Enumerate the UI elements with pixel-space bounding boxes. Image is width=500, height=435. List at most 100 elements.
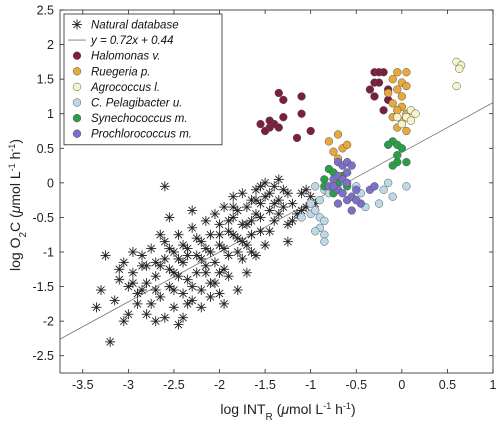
data-point-c-pelagibacter-u [379,185,388,194]
data-point-natural-database [287,215,298,226]
data-point-agrococcus-l [393,113,402,122]
data-point-natural-database [205,229,216,240]
y-tick-label: 2.5 [37,4,54,18]
data-point-natural-database [200,260,211,271]
data-point-natural-database [214,267,225,278]
data-point-natural-database [182,298,193,309]
data-point-ruegeria-p [393,85,402,94]
data-point-natural-database [150,285,161,296]
data-point-natural-database [214,229,225,240]
legend-marker-natural-database [72,19,82,30]
data-point-natural-database [187,205,198,216]
data-point-natural-database [191,267,202,278]
data-point-natural-database [241,202,252,213]
data-point-natural-database [255,181,266,192]
data-point-natural-database [282,236,293,247]
data-point-natural-database [141,278,152,289]
data-point-ruegeria-p [402,68,411,77]
data-point-natural-database [219,202,230,213]
data-point-natural-database [200,267,211,278]
data-point-natural-database [141,260,152,271]
data-point-natural-database [168,302,179,313]
data-point-natural-database [296,188,307,199]
data-point-natural-database [246,247,257,257]
data-point-ruegeria-p [397,92,406,101]
data-point-c-pelagibacter-u [320,216,329,226]
data-point-c-pelagibacter-u [311,182,320,191]
data-point-natural-database [273,174,284,185]
data-point-natural-database [178,312,189,323]
data-point-c-pelagibacter-u [297,213,306,222]
data-point-natural-database [214,240,225,251]
data-point-c-pelagibacter-u [388,192,397,201]
data-point-c-pelagibacter-u [320,230,329,239]
data-point-natural-database [223,271,234,282]
data-point-natural-database [237,236,248,247]
data-point-c-pelagibacter-u [374,199,384,208]
data-point-natural-database [137,250,148,261]
data-point-natural-database [132,288,143,299]
data-point-ruegeria-p [324,137,334,146]
x-tick-label: -1.5 [254,378,276,392]
legend-marker-c-pelagibacter-u [72,98,82,107]
data-point-halomonas-v [274,123,283,132]
data-point-natural-database [241,267,252,278]
data-point-natural-database [223,250,234,261]
data-point-natural-database [264,205,275,216]
data-point-natural-database [278,202,289,213]
x-tick-label: 0.5 [439,378,456,392]
y-tick-label: 0 [47,176,54,190]
data-point-natural-database [91,302,102,313]
data-point-c-pelagibacter-u [306,199,315,208]
data-point-natural-database [123,309,134,320]
data-point-natural-database [237,253,248,264]
data-point-natural-database [155,260,166,271]
legend-marker-synechococcus-m [72,113,82,123]
data-point-halomonas-v [297,92,306,101]
data-point-natural-database [232,285,243,296]
data-point-natural-database [223,215,234,226]
data-point-natural-database [173,229,184,240]
data-point-ruegeria-p [402,81,411,91]
data-point-ruegeria-p [342,140,352,149]
data-point-natural-database [178,288,189,299]
data-point-natural-database [250,195,261,206]
data-point-natural-database [205,278,216,289]
data-point-natural-database [287,198,298,209]
data-point-agrococcus-l [397,119,406,129]
x-tick-label: 1 [490,378,497,392]
x-tick-label: 0 [398,378,405,392]
data-point-natural-database [196,285,207,296]
data-point-synechococcus-m [384,140,393,149]
data-point-c-pelagibacter-u [402,182,411,191]
x-axis-label: log INTR (μmol L-1 h-1) [220,401,355,423]
data-point-halomonas-v [370,92,379,101]
data-point-natural-database [164,243,175,254]
data-point-natural-database [137,285,148,296]
y-tick-label: -2.5 [32,349,54,363]
data-point-natural-database [209,208,220,219]
y-axis-label: log O2C (μmol L-1 h-1) [7,139,29,271]
data-point-natural-database [178,240,189,251]
data-point-natural-database [118,257,129,268]
data-point-halomonas-v [379,106,388,115]
y-tick-label: 0.5 [37,142,54,156]
data-point-ruegeria-p [388,74,397,84]
data-point-natural-database [228,202,239,213]
data-point-prochlorococcus-m [342,178,352,188]
data-point-c-pelagibacter-u [320,237,329,246]
data-point-natural-database [159,312,170,323]
data-point-natural-database [182,274,193,285]
data-point-natural-database [159,253,170,264]
x-tick-label: -3.5 [72,378,94,392]
data-point-natural-database [168,285,179,296]
y-tick-label: 1.5 [37,73,54,87]
data-point-natural-database [264,188,275,199]
axes-layer: -3.5 -3 -2.5 -2 -1.5 -1 -0.5 0 0.5 1 -2.5 -2 -1.5 -1 -… [32,4,496,393]
data-point-natural-database [173,319,184,330]
data-point-synechococcus-m [388,161,397,170]
data-point-prochlorococcus-m [352,185,361,194]
data-point-synechococcus-m [320,175,329,184]
data-point-natural-database [168,267,179,278]
